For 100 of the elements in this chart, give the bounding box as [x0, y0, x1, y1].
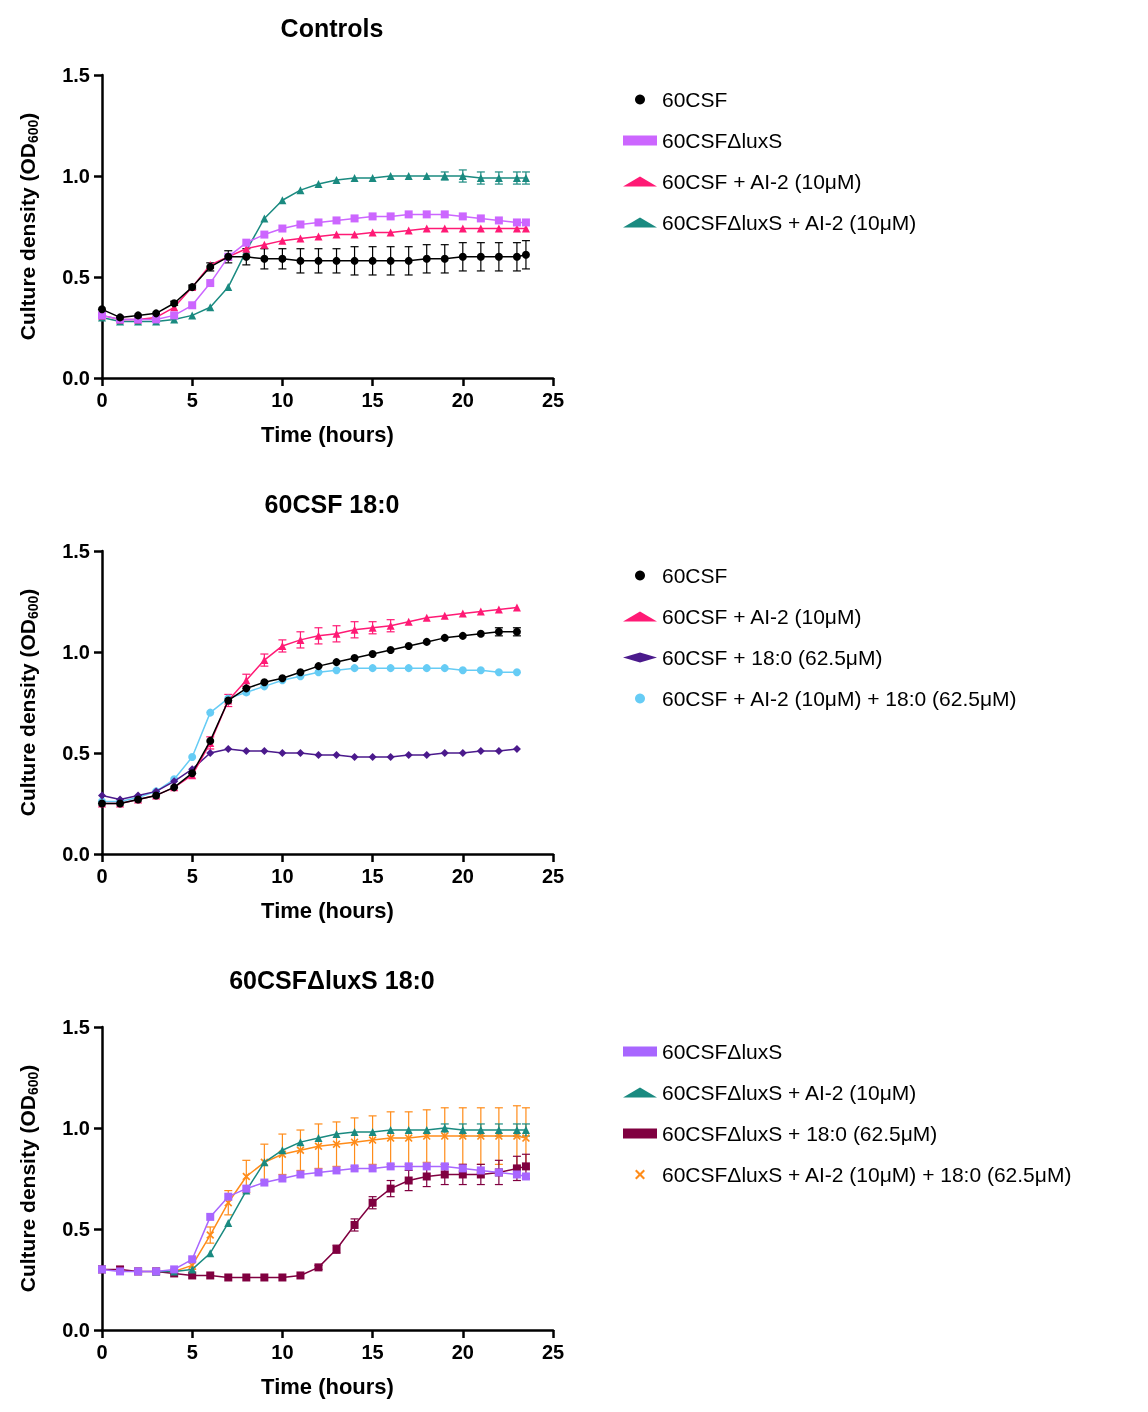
point [476, 607, 485, 616]
point [314, 751, 323, 760]
point [350, 664, 359, 673]
point [386, 1184, 395, 1193]
point [422, 751, 431, 760]
point [422, 1126, 431, 1135]
point [188, 1255, 197, 1264]
legend-label: 60CSF + AI-2 (10μM) + 18:0 (62.5μM) [662, 687, 1017, 710]
point [386, 172, 395, 180]
point [260, 746, 269, 755]
x-tick-label: 5 [186, 389, 198, 411]
legend-label: 60CSF [662, 564, 728, 587]
point [296, 1138, 305, 1147]
point [170, 311, 179, 320]
point [422, 210, 431, 219]
y-axis-title: Culture density (OD600) [15, 588, 41, 817]
y-tick-label: 1.0 [62, 1117, 90, 1139]
point [440, 224, 449, 233]
point [494, 746, 503, 755]
point [512, 668, 521, 677]
point [350, 214, 359, 223]
point [422, 1172, 431, 1181]
chart-title: 60CSFΔluxS 18:0 [229, 965, 435, 994]
point [476, 746, 485, 755]
point [386, 256, 395, 265]
point [476, 666, 485, 675]
point [422, 664, 431, 673]
point [350, 1164, 359, 1173]
point [350, 753, 359, 762]
y-tick-label: 1.5 [62, 1016, 90, 1038]
x-tick-label: 10 [271, 1341, 294, 1363]
point [260, 1273, 269, 1282]
point [98, 305, 106, 314]
x-axis-title: Time (hours) [261, 897, 394, 923]
point [242, 1172, 251, 1181]
point [314, 1168, 323, 1177]
point [152, 309, 161, 318]
point [458, 666, 467, 675]
point [278, 196, 287, 205]
legend-label: 60CSF + 18:0 (62.5μM) [662, 646, 883, 669]
legend-label: 60CSFΔluxS + AI-2 (10μM) [662, 211, 917, 234]
y-tick-label: 1.5 [62, 540, 90, 562]
point [404, 1126, 413, 1135]
point [440, 210, 449, 219]
chart-title: 60CSF 18:0 [264, 489, 400, 518]
y-tick-label: 1.0 [62, 165, 90, 187]
point [458, 609, 467, 618]
point [458, 212, 467, 221]
point [512, 252, 521, 261]
point [242, 684, 251, 693]
legend-label: 60CSFΔluxS + AI-2 (10μM) [662, 1081, 917, 1104]
point [260, 230, 269, 239]
point [386, 664, 395, 673]
point [134, 311, 143, 320]
point [422, 224, 431, 233]
point [521, 250, 530, 259]
point [278, 1174, 287, 1183]
point [494, 605, 503, 614]
point [350, 654, 359, 663]
point [332, 176, 341, 185]
point [386, 753, 395, 762]
legend-label: 60CSFΔluxS [662, 1040, 783, 1063]
point [458, 252, 467, 261]
point [278, 1273, 287, 1282]
point [314, 256, 323, 265]
point [332, 1130, 341, 1139]
point [458, 749, 467, 757]
point [260, 254, 269, 263]
point [296, 668, 305, 677]
point [314, 180, 323, 189]
point [458, 1164, 467, 1173]
x-tick-label: 25 [541, 389, 565, 411]
point [260, 1178, 269, 1187]
point [494, 224, 503, 233]
legend-label: 60CSFΔluxS + AI-2 (10μM) + 18:0 (62.5μM) [662, 1163, 1072, 1186]
point [440, 664, 449, 673]
point [224, 1273, 233, 1282]
point [512, 603, 521, 612]
point [386, 645, 395, 654]
point [476, 252, 485, 261]
point [440, 611, 449, 620]
point [440, 254, 449, 263]
point [242, 746, 251, 755]
point [386, 212, 395, 221]
point [332, 666, 341, 675]
point [404, 210, 413, 219]
point [98, 791, 106, 800]
point [386, 228, 395, 237]
point [332, 256, 341, 265]
y-tick-label: 1.0 [62, 641, 90, 663]
y-tick-label: 0.5 [62, 1218, 90, 1240]
point [422, 254, 431, 263]
point [422, 172, 431, 180]
point [404, 256, 413, 265]
x-axis-title: Time (hours) [261, 1373, 394, 1399]
point [368, 256, 377, 265]
point [314, 218, 323, 227]
point [368, 753, 377, 762]
point [368, 212, 377, 221]
x-tick-label: 15 [361, 1341, 384, 1363]
